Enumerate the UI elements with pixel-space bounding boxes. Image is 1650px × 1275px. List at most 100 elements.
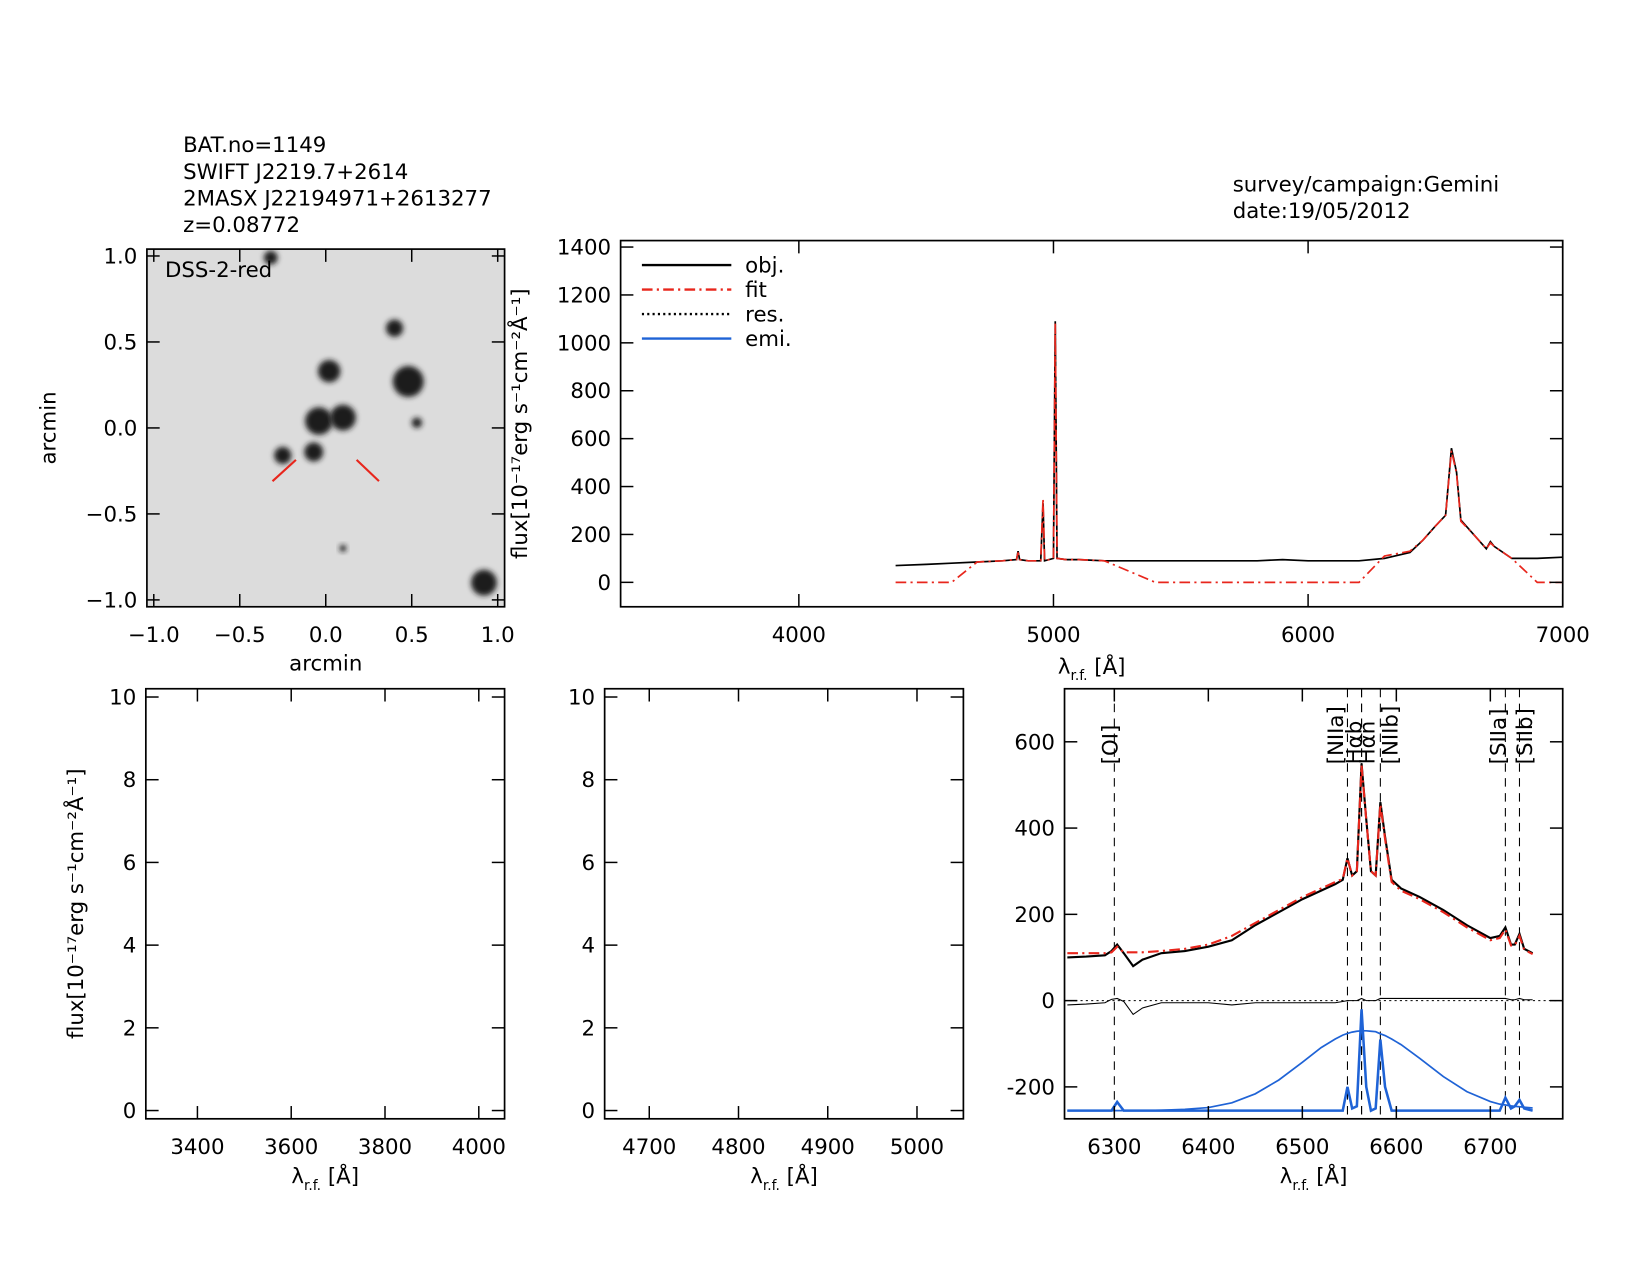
series-line	[1067, 1029, 1533, 1112]
x-axis-label-part: [Å]	[780, 1163, 818, 1190]
x-tick-label: 0.5	[395, 623, 429, 648]
series-line	[1067, 1009, 1533, 1113]
header-line: SWIFT J2219.7+2614	[183, 160, 408, 185]
source	[305, 407, 333, 435]
y-tick-label: 1000	[557, 331, 611, 356]
x-tick-label: 6300	[1087, 1135, 1141, 1160]
series-line	[895, 321, 1563, 567]
series-line	[895, 323, 1563, 584]
y-tick-label: 600	[570, 427, 611, 452]
y-tick-label: 200	[570, 523, 611, 548]
axes-frame	[619, 239, 1564, 608]
x-tick-label: 5000	[1026, 623, 1080, 648]
x-tick-label: 6700	[1463, 1135, 1517, 1160]
x-axis-label-part: [Å]	[1088, 653, 1126, 680]
x-axis-label-part: r.f.	[1292, 1178, 1309, 1194]
y-axis-label: arcmin	[36, 391, 61, 464]
source	[339, 544, 347, 552]
x-axis-label: arcmin	[289, 652, 362, 677]
marker	[271, 459, 297, 482]
y-tick-label: 1.0	[103, 244, 137, 269]
y-tick-label: 4	[123, 934, 137, 959]
line-label: [OI]	[1099, 725, 1124, 765]
x-axis-label-part: λ	[1058, 655, 1071, 680]
source	[471, 569, 497, 596]
y-tick-label: 6	[123, 851, 137, 876]
header-line: 2MASX J22194971+2613277	[183, 186, 492, 211]
legend-label: fit	[745, 278, 767, 303]
marker	[355, 459, 380, 482]
source	[318, 360, 341, 383]
x-tick-label: 4800	[711, 1135, 765, 1160]
x-axis-label-part: [Å]	[1309, 1163, 1347, 1190]
series-line	[1067, 997, 1533, 1016]
x-tick-label: 6000	[1281, 623, 1335, 648]
y-tick-label: 0.0	[103, 416, 137, 441]
y-tick-label: 600	[1014, 730, 1055, 755]
legend-label: obj.	[745, 254, 784, 279]
source	[392, 366, 424, 397]
x-axis-label-part: λ	[291, 1165, 304, 1190]
legend-label: emi.	[745, 327, 792, 352]
line-label: [SIIb]	[1513, 708, 1538, 764]
x-axis-label-part: r.f.	[304, 1178, 321, 1194]
x-tick-label: 5000	[890, 1135, 944, 1160]
source	[411, 417, 423, 428]
x-tick-label: −0.5	[214, 623, 266, 648]
line-label: [NIIa]	[1324, 706, 1349, 764]
panel: 4700 4800 4900 5000 0 2 4 6 8 10 λr.f. [Å]	[568, 685, 965, 1194]
source	[385, 319, 404, 337]
y-tick-label: −0.5	[86, 502, 138, 527]
y-tick-label: 0.5	[103, 330, 137, 355]
source	[274, 446, 292, 465]
y-tick-label: 0	[1041, 989, 1055, 1014]
y-tick-label: 0	[582, 1099, 596, 1124]
y-tick-label: -200	[1007, 1075, 1055, 1100]
line-label: Hαn	[1355, 721, 1380, 765]
y-tick-label: 8	[582, 768, 596, 793]
y-tick-label: −1.0	[86, 588, 138, 613]
y-axis-label: flux[10⁻¹⁷erg s⁻¹cm⁻²Å⁻¹]	[62, 768, 89, 1039]
header-line: BAT.no=1149	[183, 133, 326, 158]
y-tick-label: 0	[597, 571, 611, 596]
x-tick-label: 1.0	[481, 623, 515, 648]
header-line: z=0.08772	[183, 213, 300, 238]
y-tick-label: 400	[1014, 817, 1055, 842]
x-tick-label: 6400	[1181, 1135, 1235, 1160]
x-axis-label-part: r.f.	[1070, 668, 1087, 684]
figure-body: BAT.no=1149 SWIFT J2219.7+2614 2MASX J22…	[36, 133, 1589, 1194]
survey: survey/campaign:Gemini	[1233, 173, 1500, 198]
y-tick-label: 400	[570, 475, 611, 500]
x-tick-label: 6500	[1275, 1135, 1329, 1160]
x-tick-label: −1.0	[128, 623, 180, 648]
x-axis-label-part: λ	[750, 1165, 763, 1190]
axes-frame	[144, 687, 506, 1120]
y-tick-label: 1400	[557, 235, 611, 260]
axes-frame	[603, 687, 965, 1120]
x-tick-label: 4000	[772, 623, 826, 648]
y-tick-label: 10	[568, 685, 595, 710]
date: date:19/05/2012	[1233, 199, 1411, 224]
y-tick-label: 2	[123, 1016, 137, 1041]
panel: 3400 3600 3800 4000 0 2 4 6 8 10 λr.f. [Å] flux[10⁻…	[62, 685, 506, 1194]
x-axis-label-part: r.f.	[763, 1178, 780, 1194]
legend-label: res.	[745, 302, 784, 327]
x-tick-label: 0.0	[309, 623, 343, 648]
x-tick-label: 4000	[452, 1135, 506, 1160]
y-tick-label: 6	[582, 851, 596, 876]
source	[304, 442, 324, 462]
panel: DSS-2-red −1.0 −0.5 0.0 0.5 1.0 −1.0 −0.5 0.0 0.5…	[36, 244, 514, 676]
image-label: DSS-2-red	[165, 258, 272, 283]
y-tick-label: 8	[123, 768, 137, 793]
series-line	[1067, 763, 1534, 968]
x-axis-label: λr.f. [Å]	[1280, 1163, 1348, 1194]
plot-area	[146, 249, 505, 607]
x-tick-label: 4700	[622, 1135, 676, 1160]
source	[330, 404, 356, 431]
x-tick-label: 3400	[170, 1135, 224, 1160]
plot-area	[895, 321, 1563, 584]
y-tick-label: 10	[109, 685, 136, 710]
